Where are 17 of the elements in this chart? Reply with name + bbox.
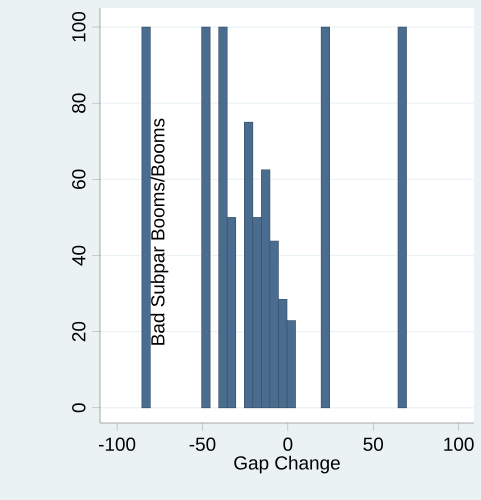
y-tick-label: 20 bbox=[72, 322, 86, 342]
x-tick-label: 100 bbox=[444, 438, 474, 451]
x-axis-title: Gap Change bbox=[234, 456, 340, 474]
x-tick-label: 50 bbox=[363, 438, 384, 451]
y-tick-label: 60 bbox=[72, 170, 86, 189]
y-tick-label: 0 bbox=[72, 403, 86, 412]
bar bbox=[201, 26, 210, 408]
x-tick-label: -50 bbox=[190, 438, 216, 451]
y-axis-title: Bad Subpar Booms/Booms bbox=[150, 118, 168, 345]
bar bbox=[142, 26, 151, 408]
bar bbox=[320, 26, 330, 408]
y-tick-label: 80 bbox=[72, 93, 86, 113]
y-tick-label: 40 bbox=[72, 246, 86, 266]
x-tick-label: -100 bbox=[98, 438, 136, 451]
bar bbox=[398, 26, 407, 408]
y-tick-label: 100 bbox=[72, 12, 86, 42]
x-tick-label: 0 bbox=[283, 438, 292, 451]
